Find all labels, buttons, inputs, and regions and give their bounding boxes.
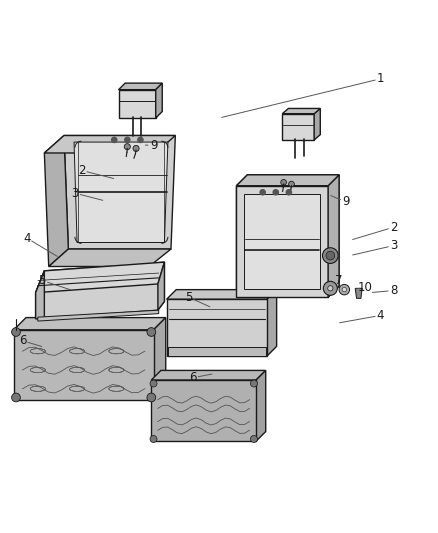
Polygon shape bbox=[14, 318, 166, 330]
Polygon shape bbox=[168, 348, 266, 356]
Text: 8: 8 bbox=[390, 284, 397, 297]
Polygon shape bbox=[119, 83, 162, 90]
Circle shape bbox=[326, 251, 335, 260]
Polygon shape bbox=[244, 193, 320, 289]
Text: 3: 3 bbox=[390, 239, 397, 252]
Circle shape bbox=[251, 435, 258, 442]
Polygon shape bbox=[355, 288, 362, 298]
Polygon shape bbox=[14, 330, 153, 400]
Circle shape bbox=[260, 190, 265, 195]
Polygon shape bbox=[166, 289, 277, 299]
Text: 4: 4 bbox=[23, 232, 31, 245]
Polygon shape bbox=[237, 175, 339, 297]
Text: 9: 9 bbox=[342, 196, 350, 208]
Circle shape bbox=[133, 146, 139, 151]
Polygon shape bbox=[166, 299, 267, 356]
Text: 5: 5 bbox=[185, 290, 192, 304]
Polygon shape bbox=[38, 310, 159, 321]
Polygon shape bbox=[267, 289, 277, 356]
Polygon shape bbox=[283, 108, 320, 114]
Text: 4: 4 bbox=[377, 309, 384, 322]
Circle shape bbox=[147, 328, 155, 336]
Polygon shape bbox=[35, 262, 164, 293]
Circle shape bbox=[124, 143, 131, 150]
Circle shape bbox=[322, 248, 338, 263]
Circle shape bbox=[150, 380, 157, 387]
Polygon shape bbox=[44, 135, 68, 266]
Circle shape bbox=[125, 138, 130, 142]
Polygon shape bbox=[74, 142, 168, 243]
Circle shape bbox=[339, 285, 350, 295]
Polygon shape bbox=[283, 114, 314, 140]
Polygon shape bbox=[153, 318, 166, 400]
Text: 7: 7 bbox=[336, 274, 343, 287]
Circle shape bbox=[281, 180, 286, 185]
Text: 1: 1 bbox=[377, 72, 384, 85]
Polygon shape bbox=[237, 185, 328, 297]
Polygon shape bbox=[64, 135, 175, 249]
Circle shape bbox=[286, 190, 291, 195]
Polygon shape bbox=[119, 90, 155, 118]
Circle shape bbox=[150, 435, 157, 442]
Circle shape bbox=[138, 138, 143, 142]
Polygon shape bbox=[328, 175, 339, 297]
Text: 6: 6 bbox=[19, 334, 26, 347]
Circle shape bbox=[273, 190, 279, 195]
Polygon shape bbox=[151, 380, 256, 441]
Polygon shape bbox=[35, 271, 44, 319]
Circle shape bbox=[342, 287, 346, 292]
Text: 9: 9 bbox=[150, 139, 157, 151]
Circle shape bbox=[147, 393, 155, 402]
Polygon shape bbox=[155, 83, 162, 118]
Polygon shape bbox=[237, 175, 339, 185]
Circle shape bbox=[328, 286, 333, 291]
Circle shape bbox=[289, 181, 294, 187]
Circle shape bbox=[112, 138, 117, 142]
Polygon shape bbox=[158, 262, 164, 310]
Circle shape bbox=[12, 393, 20, 402]
Circle shape bbox=[12, 328, 20, 336]
Text: 5: 5 bbox=[39, 274, 46, 287]
Text: 6: 6 bbox=[189, 372, 197, 384]
Text: 10: 10 bbox=[358, 281, 373, 294]
Text: 3: 3 bbox=[71, 187, 78, 200]
Text: 2: 2 bbox=[78, 164, 85, 177]
Circle shape bbox=[323, 281, 337, 295]
Polygon shape bbox=[35, 262, 164, 319]
Polygon shape bbox=[49, 249, 171, 266]
Polygon shape bbox=[44, 135, 175, 153]
Polygon shape bbox=[314, 108, 320, 140]
Polygon shape bbox=[256, 370, 266, 441]
Circle shape bbox=[251, 380, 258, 387]
Polygon shape bbox=[151, 370, 266, 380]
Text: 2: 2 bbox=[390, 221, 397, 233]
